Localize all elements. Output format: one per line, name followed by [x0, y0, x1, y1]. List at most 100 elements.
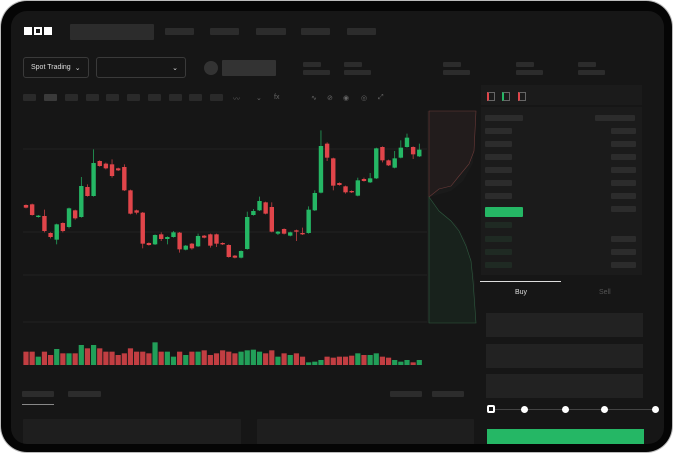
- timeframe-button[interactable]: [148, 94, 161, 101]
- stat: [578, 62, 596, 67]
- timeframe-button[interactable]: [65, 94, 78, 101]
- candle-body: [48, 233, 53, 237]
- volume-bar: [213, 353, 220, 365]
- market-type-select[interactable]: Spot Trading ⌄: [23, 57, 89, 78]
- candle-body: [349, 191, 354, 193]
- timeframe-button[interactable]: [23, 94, 36, 101]
- ask-amount: [611, 141, 636, 147]
- candle-body: [324, 143, 330, 158]
- nav-item[interactable]: [165, 28, 194, 35]
- volume-bar: [90, 345, 97, 365]
- candle-body: [183, 245, 188, 250]
- bottom-filter[interactable]: [390, 391, 422, 397]
- timeframe-button[interactable]: [189, 94, 202, 101]
- settings-icon[interactable]: ◎: [361, 95, 368, 102]
- candle-body: [97, 161, 102, 166]
- camera-icon[interactable]: ◉: [343, 95, 350, 102]
- amount-slider-track[interactable]: [491, 409, 656, 410]
- slider-mark-75[interactable]: [601, 406, 608, 413]
- timeframe-button[interactable]: [86, 94, 99, 101]
- price-input[interactable]: [486, 313, 643, 337]
- orders-panel: [23, 419, 241, 444]
- bottom-tab-history[interactable]: [68, 391, 101, 397]
- slider-mark-25[interactable]: [521, 406, 528, 413]
- total-input[interactable]: [486, 374, 643, 398]
- volume-bar: [416, 360, 422, 365]
- volume-bar: [373, 353, 379, 365]
- orderbook-bids-icon[interactable]: [502, 92, 510, 101]
- line-tool-icon[interactable]: ∿: [311, 95, 317, 102]
- volume-bar: [306, 362, 312, 365]
- depth-bids: [428, 196, 477, 324]
- candle-body: [85, 187, 90, 196]
- fx-icon[interactable]: fx: [274, 94, 280, 101]
- bottom-tab-orders[interactable]: [22, 391, 54, 397]
- timeframe-button[interactable]: [127, 94, 140, 101]
- ask-amount: [611, 167, 636, 173]
- volume-bar: [256, 351, 263, 365]
- price-chart[interactable]: [11, 11, 664, 444]
- candle-body: [263, 202, 268, 214]
- okx-logo[interactable]: [24, 27, 52, 35]
- timeframe-button[interactable]: [106, 94, 119, 101]
- fullscreen-icon[interactable]: ⤢: [378, 94, 384, 101]
- candle-body: [109, 164, 115, 176]
- candle-body: [115, 168, 121, 171]
- volume-bar: [207, 355, 213, 365]
- volume-bar: [342, 356, 349, 365]
- ask-amount: [611, 193, 636, 199]
- ask-price: [485, 128, 512, 134]
- volume-bar: [244, 350, 250, 365]
- volume-bar: [164, 351, 170, 365]
- pair-select[interactable]: ⌄: [96, 57, 186, 78]
- nav-item[interactable]: [210, 28, 239, 35]
- slider-mark-50[interactable]: [562, 406, 569, 413]
- volume-bar: [398, 361, 404, 365]
- candle-body: [269, 207, 274, 232]
- bottom-tab-underline: [22, 404, 54, 405]
- candle-body: [238, 251, 244, 258]
- candle-body: [318, 146, 324, 193]
- volume-bar: [355, 353, 361, 365]
- buy-tab[interactable]: Buy: [515, 289, 528, 296]
- volume-bar: [54, 349, 60, 365]
- bid-amount: [611, 262, 636, 268]
- buy-submit-button[interactable]: [487, 429, 644, 444]
- trading-screen: Spot Trading ⌄ ⌄ 〰 ⌄ fx ∿ ⊘ ◉ ◎ ⤢ Buy Se…: [11, 11, 664, 444]
- volume-bar: [299, 356, 306, 365]
- timeframe-button[interactable]: [169, 94, 182, 101]
- amount-input[interactable]: [486, 344, 643, 368]
- nav-item[interactable]: [347, 28, 376, 35]
- orderbook-asks-icon[interactable]: [518, 92, 526, 101]
- candle-body: [281, 229, 287, 234]
- sell-tab[interactable]: Sell: [599, 289, 611, 296]
- indicator-icon[interactable]: 〰: [233, 96, 240, 103]
- slider-mark-100[interactable]: [652, 406, 659, 413]
- volume-bar: [361, 355, 367, 365]
- volume-bar: [115, 355, 121, 365]
- volume-bar: [152, 342, 158, 365]
- nav-item[interactable]: [301, 28, 330, 35]
- volume-bar: [269, 350, 275, 365]
- volume-bar: [78, 345, 84, 365]
- volume-bar: [336, 356, 342, 365]
- timeframe-button[interactable]: [210, 94, 223, 101]
- ask-amount: [611, 180, 636, 186]
- volume-bar: [293, 353, 299, 365]
- nav-item[interactable]: [256, 28, 286, 35]
- volume-bar: [170, 356, 177, 365]
- chart-type-icon[interactable]: ⌄: [256, 95, 262, 102]
- candle-body: [128, 190, 133, 214]
- bottom-filter[interactable]: [432, 391, 464, 397]
- candle-body: [306, 209, 311, 233]
- volume-bar: [263, 353, 269, 365]
- volume-bar: [238, 351, 244, 365]
- candle-body: [417, 149, 422, 157]
- slider-handle[interactable]: [487, 405, 495, 413]
- candle-body: [54, 224, 59, 240]
- ruler-icon[interactable]: ⊘: [327, 95, 333, 102]
- orderbook-both-icon[interactable]: [487, 92, 495, 101]
- timeframe-button[interactable]: [44, 94, 57, 101]
- volume-bar: [201, 350, 207, 365]
